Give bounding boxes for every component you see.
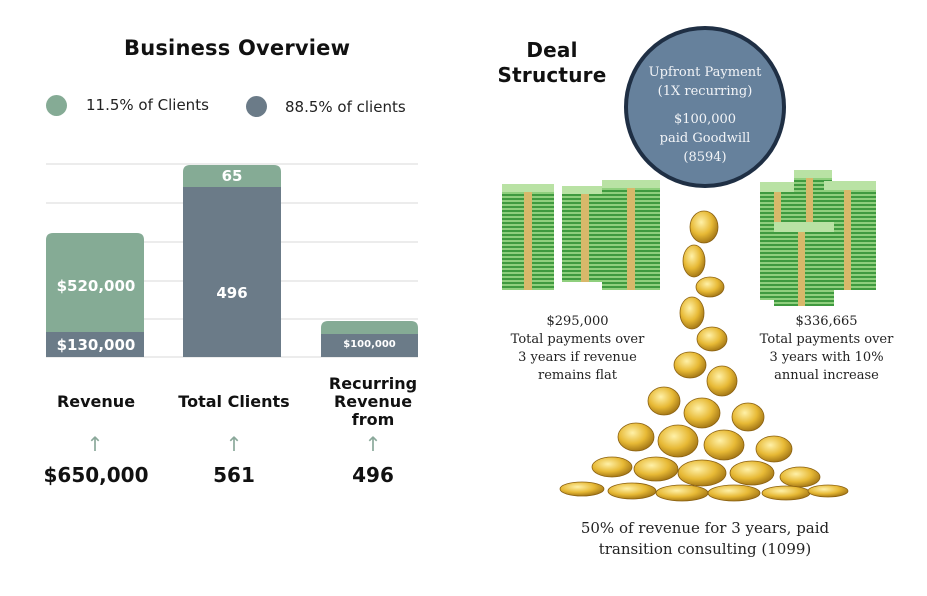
flat-amount: $295,000 (546, 314, 609, 329)
upfront-line5: (8594) (683, 150, 727, 165)
bar-label-revenue-bottom: $130,000 (56, 336, 136, 354)
upfront-line3: $100,000 (673, 112, 737, 127)
bar-revenue-bottom (46, 332, 144, 357)
bar-label-clients-bottom: 496 (216, 284, 248, 302)
bar-recurring-bottom (321, 334, 418, 357)
bar-clients-bottom (183, 187, 281, 357)
arrow-up-icon: ↑ (225, 432, 243, 456)
footer-line2: transition consulting (1099) (598, 540, 812, 558)
increase-line2: 3 years with 10% (769, 350, 884, 365)
money-stack-icon (760, 170, 876, 306)
legend-label-majority: 88.5% of clients (285, 98, 406, 116)
increase-amount: $336,665 (795, 314, 858, 329)
bar-label-recurring-bottom: $100,000 (343, 339, 396, 350)
bar-label-clients-top: 65 (221, 167, 243, 185)
flat-line3: remains flat (538, 368, 617, 383)
footer-text: 50% of revenue for 3 years, paid transit… (520, 518, 890, 560)
legend-swatch-majority (246, 96, 267, 117)
flat-line2: 3 years if revenue (518, 350, 637, 365)
money-stack-icon (502, 180, 660, 290)
bar-label-revenue-top: $520,000 (56, 277, 136, 295)
category-label-clients: Total Clients (178, 392, 290, 411)
overview-title: Business Overview (124, 36, 351, 60)
upfront-line1: Upfront Payment (648, 65, 762, 80)
upfront-payment-circle: Upfront Payment (1X recurring) $100,000 … (624, 26, 786, 188)
flat-line1: Total payments over (510, 332, 645, 347)
increase-line3: annual increase (774, 368, 879, 383)
category-label-revenue: Revenue (56, 392, 136, 411)
increase-payments-text: $336,665 Total payments over 3 years wit… (744, 313, 909, 385)
bar-chart (46, 163, 418, 358)
deal-title: Deal Structure (497, 38, 607, 87)
bar-revenue-top (46, 233, 144, 357)
increase-line1: Total payments over (759, 332, 894, 347)
category-label-recurring: Recurring Revenue from (328, 374, 418, 429)
footer-line1: 50% of revenue for 3 years, paid (580, 519, 830, 537)
legend-label-minority: 11.5% of Clients (86, 96, 209, 114)
upfront-line2: (1X recurring) (657, 84, 753, 99)
upfront-line4: paid Goodwill (659, 131, 751, 146)
total-clients: 561 (213, 463, 255, 487)
total-recurring: 496 (352, 463, 394, 487)
arrow-up-icon: ↑ (364, 432, 382, 456)
total-revenue: $650,000 (43, 463, 149, 487)
arrow-up-icon: ↑ (86, 432, 104, 456)
coin-pile-icon (559, 210, 849, 502)
legend-swatch-minority (46, 95, 67, 116)
flat-payments-text: $295,000 Total payments over 3 years if … (495, 313, 660, 385)
